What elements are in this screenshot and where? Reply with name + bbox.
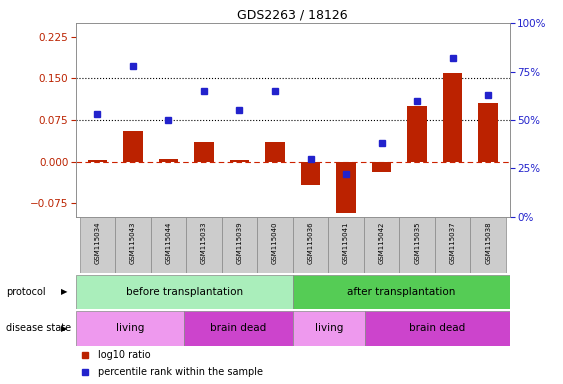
Bar bbox=[88, 161, 107, 162]
Bar bbox=[257, 217, 293, 273]
Bar bbox=[364, 217, 399, 273]
Text: GSM115039: GSM115039 bbox=[236, 222, 243, 264]
Text: GSM115033: GSM115033 bbox=[201, 222, 207, 264]
Text: GSM115040: GSM115040 bbox=[272, 222, 278, 264]
Bar bbox=[123, 131, 142, 162]
Bar bbox=[293, 275, 510, 309]
Text: GSM115038: GSM115038 bbox=[485, 222, 491, 264]
Text: living: living bbox=[116, 323, 144, 333]
Bar bbox=[76, 311, 185, 346]
Text: ▶: ▶ bbox=[61, 287, 68, 296]
Text: ▶: ▶ bbox=[61, 324, 68, 333]
Bar bbox=[115, 217, 151, 273]
Text: GSM115044: GSM115044 bbox=[166, 222, 171, 264]
Bar bbox=[365, 311, 510, 346]
Text: living: living bbox=[315, 323, 343, 333]
Bar bbox=[471, 217, 506, 273]
Text: after transplantation: after transplantation bbox=[347, 287, 455, 297]
Text: brain dead: brain dead bbox=[409, 323, 466, 333]
Text: disease state: disease state bbox=[6, 323, 71, 333]
Bar bbox=[372, 162, 391, 172]
Text: before transplantation: before transplantation bbox=[126, 287, 243, 297]
Bar bbox=[328, 217, 364, 273]
Bar bbox=[186, 217, 222, 273]
Title: GDS2263 / 18126: GDS2263 / 18126 bbox=[238, 9, 348, 22]
Bar bbox=[301, 162, 320, 185]
Text: brain dead: brain dead bbox=[211, 323, 267, 333]
Bar bbox=[293, 217, 328, 273]
Text: GSM115034: GSM115034 bbox=[95, 222, 100, 264]
Bar bbox=[79, 217, 115, 273]
Bar bbox=[265, 142, 285, 162]
Bar bbox=[185, 311, 293, 346]
Text: GSM115037: GSM115037 bbox=[450, 222, 455, 264]
Bar bbox=[159, 159, 178, 162]
Text: GSM115035: GSM115035 bbox=[414, 222, 420, 264]
Bar bbox=[194, 142, 214, 162]
Bar bbox=[443, 73, 462, 162]
Text: GSM115036: GSM115036 bbox=[307, 222, 314, 264]
Bar bbox=[293, 311, 365, 346]
Text: log10 ratio: log10 ratio bbox=[98, 350, 150, 360]
Text: GSM115042: GSM115042 bbox=[378, 222, 385, 264]
Text: GSM115043: GSM115043 bbox=[130, 222, 136, 264]
Bar bbox=[399, 217, 435, 273]
Bar bbox=[408, 106, 427, 162]
Text: percentile rank within the sample: percentile rank within the sample bbox=[98, 366, 263, 377]
Bar bbox=[230, 160, 249, 162]
Bar bbox=[479, 103, 498, 162]
Text: protocol: protocol bbox=[6, 287, 45, 297]
Bar bbox=[151, 217, 186, 273]
Bar bbox=[435, 217, 471, 273]
Bar bbox=[76, 275, 293, 309]
Text: GSM115041: GSM115041 bbox=[343, 222, 349, 264]
Bar bbox=[336, 162, 356, 212]
Bar bbox=[222, 217, 257, 273]
